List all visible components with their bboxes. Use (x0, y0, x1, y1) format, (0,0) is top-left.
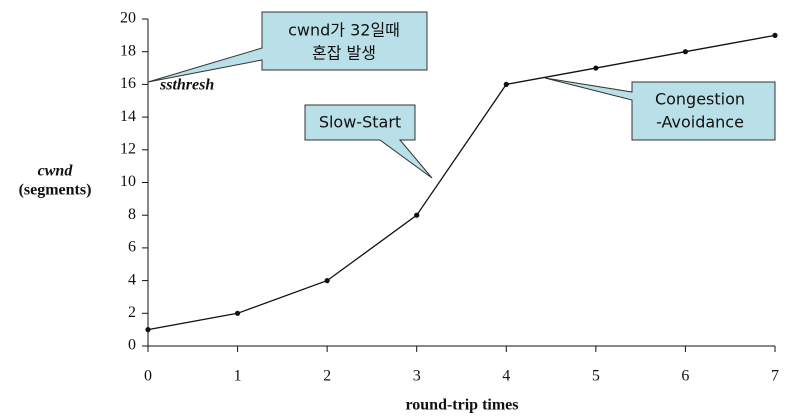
data-point (414, 212, 420, 218)
y-tick-label: 18 (120, 42, 136, 59)
x-tick-label: 6 (681, 368, 689, 385)
y-tick-label: 16 (120, 75, 136, 92)
x-axis-label: round-trip times (405, 397, 518, 414)
x-tick-label: 1 (234, 368, 242, 385)
y-tick-label: 4 (128, 271, 136, 288)
y-tick-label: 6 (128, 239, 136, 256)
annotation: Slow-Start (319, 113, 401, 132)
x-tick-label: 2 (323, 368, 331, 385)
x-tick-label: 0 (144, 368, 152, 385)
annotation: ssthresh (159, 77, 214, 94)
annotation: cwnd가 32일때 (288, 21, 400, 40)
data-point (145, 327, 151, 333)
y-tick-label: 14 (120, 108, 136, 125)
x-tick-label: 3 (413, 368, 421, 385)
x-tick-label: 5 (592, 368, 600, 385)
x-tick-label: 4 (502, 368, 510, 385)
data-point (772, 32, 778, 38)
data-point (503, 81, 509, 87)
y-axis-label: cwnd (38, 163, 74, 180)
annotation: 혼잡 발생 (312, 44, 376, 63)
y-tick-label: 2 (128, 304, 136, 321)
annotation: -Avoidance (656, 113, 744, 132)
y-tick-label: 20 (120, 10, 136, 27)
callout-box (544, 77, 776, 141)
data-point (324, 278, 330, 284)
annotation: Congestion (655, 90, 745, 109)
callout-box (304, 104, 433, 179)
data-line (147, 34, 776, 331)
callout-box (147, 11, 428, 83)
data-point (593, 65, 599, 71)
y-tick-label: 10 (120, 173, 136, 190)
y-axis-label: (segments) (19, 182, 92, 199)
y-tick-label: 12 (120, 140, 136, 157)
data-point (234, 310, 241, 316)
data-point (682, 49, 689, 55)
y-tick-label: 0 (128, 337, 136, 354)
x-tick-label: 7 (771, 368, 779, 385)
y-tick-label: 8 (128, 206, 136, 223)
